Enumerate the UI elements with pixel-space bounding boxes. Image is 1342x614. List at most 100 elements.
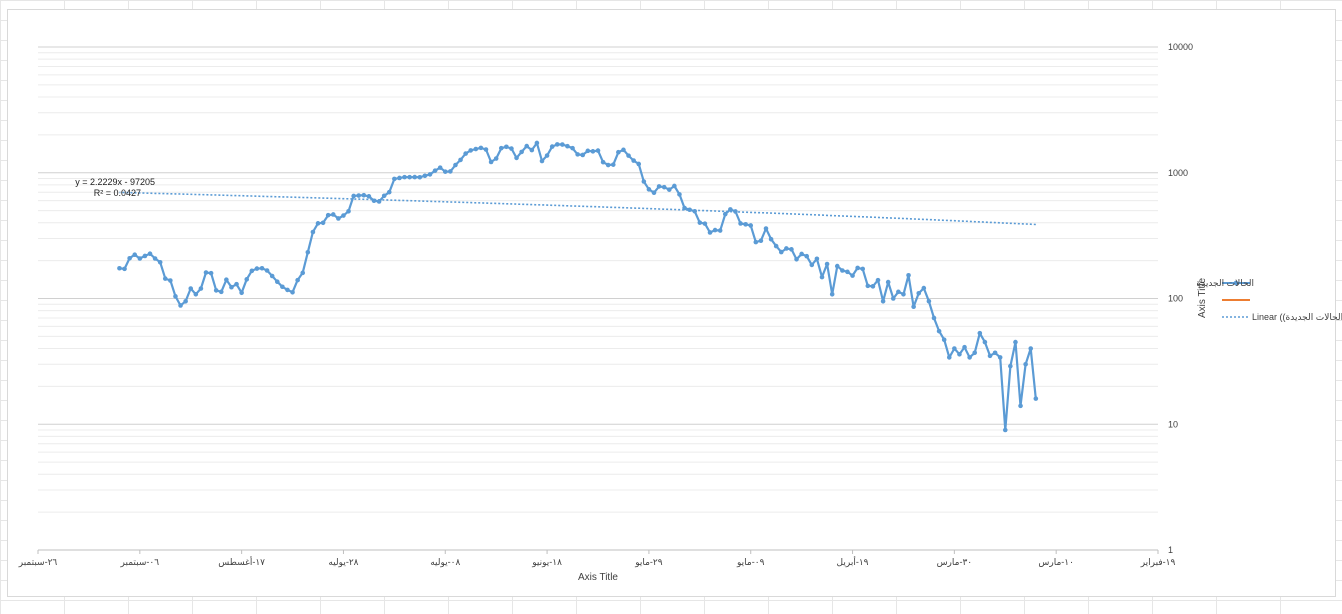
data-point: [997, 355, 1003, 360]
data-point: [829, 291, 835, 297]
legend: الحالات الجديدة Linear ((الحالات الجديدة: [1196, 278, 1342, 322]
data-point: [305, 250, 311, 255]
data-point: [473, 146, 479, 152]
data-point: [549, 144, 555, 149]
data-point: [137, 256, 143, 261]
data-point: [712, 227, 718, 233]
data-point: [478, 145, 484, 151]
data-point: [992, 350, 998, 356]
data-point: [371, 198, 377, 204]
data-point: [661, 184, 667, 190]
data-point: [432, 168, 438, 173]
data-point: [672, 183, 677, 189]
legend-entry-trendline: Linear ((الحالات الجديدة: [1222, 312, 1342, 322]
y-tick-label: 10000: [1168, 42, 1193, 52]
data-point: [941, 337, 947, 343]
data-point: [458, 157, 463, 163]
data-point: [188, 286, 194, 291]
data-point: [906, 272, 911, 278]
x-axis-title: Axis Title: [578, 572, 618, 583]
x-tick-label: ١٩-فبراير: [1140, 557, 1176, 567]
data-point: [738, 221, 743, 226]
data-point: [157, 260, 163, 265]
data-point: [789, 247, 794, 252]
data-point: [824, 261, 830, 267]
data-point: [483, 147, 489, 152]
data-point: [901, 291, 906, 297]
data-point: [315, 221, 321, 226]
series-line: [119, 141, 1037, 432]
chart-area[interactable]: [7, 9, 1336, 597]
data-point: [931, 315, 937, 321]
data-point: [575, 152, 580, 157]
data-point: [407, 174, 412, 180]
data-point: [840, 268, 845, 273]
x-tick-label: ٠٩-مايو: [736, 557, 765, 567]
data-point: [463, 151, 468, 156]
data-point: [147, 251, 153, 257]
data-point: [646, 187, 652, 192]
data-point: [916, 290, 922, 296]
data-point: [814, 256, 820, 262]
data-point: [381, 193, 387, 199]
data-point: [280, 284, 285, 290]
x-tick-label: ٠٨-يوليه: [430, 557, 460, 567]
data-point: [1002, 427, 1008, 433]
data-point: [936, 328, 942, 334]
trendline-layer: [119, 191, 1036, 226]
data-point: [580, 152, 586, 158]
data-point: [677, 192, 682, 197]
y-tick-label: 1000: [1168, 168, 1188, 178]
legend-label-trendline: Linear ((الحالات الجديدة: [1252, 312, 1342, 322]
data-point: [748, 223, 754, 228]
data-point: [595, 148, 601, 153]
data-point: [392, 176, 397, 182]
data-point: [422, 173, 428, 179]
data-point: [224, 277, 229, 283]
legend-label-series-1: الحالات الجديدة: [1196, 278, 1254, 288]
data-point: [621, 147, 626, 153]
data-point: [697, 220, 703, 225]
data-point: [773, 243, 779, 249]
data-point: [229, 284, 234, 290]
data-point: [524, 143, 530, 149]
data-point: [885, 279, 891, 285]
data-point: [152, 256, 158, 261]
x-tick-label: ٢٩-مايو: [634, 557, 663, 567]
data-point: [117, 265, 122, 271]
data-point: [493, 156, 499, 161]
data-point: [427, 172, 433, 177]
data-point: [804, 253, 810, 259]
data-point: [977, 330, 983, 336]
y-tick-label: 10: [1168, 419, 1178, 429]
data-point: [213, 288, 219, 293]
x-tick-label: ٠٦-سبتمبر: [120, 557, 160, 567]
data-point: [610, 162, 616, 167]
data-point: [290, 290, 295, 295]
data-point: [921, 285, 927, 291]
data-point: [254, 266, 260, 271]
data-point: [234, 281, 239, 287]
data-point: [554, 142, 560, 147]
data-point: [870, 284, 876, 289]
data-point: [300, 270, 306, 276]
data-point: [600, 159, 606, 165]
data-point: [850, 273, 855, 278]
data-point: [544, 153, 550, 158]
data-point: [565, 143, 570, 149]
data-point: [127, 255, 132, 261]
data-point: [845, 269, 850, 275]
data-point: [794, 256, 799, 262]
data-point: [336, 216, 341, 221]
data-point: [733, 209, 738, 214]
data-point: [346, 208, 351, 214]
data-point: [605, 162, 611, 168]
data-point: [529, 147, 535, 153]
data-point: [768, 236, 774, 242]
y-tick-label: 1: [1168, 545, 1173, 555]
data-point: [504, 144, 509, 150]
data-point: [402, 174, 407, 180]
data-point: [702, 221, 708, 226]
data-point: [631, 158, 636, 163]
data-point: [967, 355, 972, 360]
